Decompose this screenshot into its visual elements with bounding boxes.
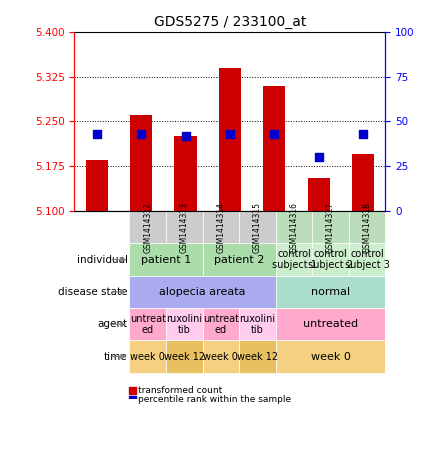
FancyBboxPatch shape [129, 276, 276, 308]
FancyBboxPatch shape [276, 276, 385, 308]
Point [271, 130, 278, 138]
Text: individual: individual [77, 255, 127, 265]
FancyBboxPatch shape [129, 243, 202, 276]
Title: GDS5275 / 233100_at: GDS5275 / 233100_at [154, 15, 306, 29]
Point [182, 132, 189, 140]
Text: week 12: week 12 [237, 352, 278, 361]
Text: control
subject 1: control subject 1 [272, 249, 316, 270]
FancyBboxPatch shape [239, 308, 276, 341]
Text: GSM1414318: GSM1414318 [363, 202, 372, 253]
Text: patient 1: patient 1 [141, 255, 191, 265]
FancyBboxPatch shape [312, 211, 349, 243]
Text: untreat
ed: untreat ed [203, 314, 239, 335]
Bar [129, 387, 136, 394]
Point [315, 154, 322, 161]
Text: control
subject 2: control subject 2 [308, 249, 353, 270]
Bar [174, 136, 197, 211]
Text: patient 2: patient 2 [214, 255, 264, 265]
Text: time: time [104, 352, 127, 361]
Point [226, 130, 233, 138]
Text: GSM1414313: GSM1414313 [180, 202, 189, 253]
Text: untreat
ed: untreat ed [130, 314, 166, 335]
FancyBboxPatch shape [166, 211, 202, 243]
Point [93, 130, 100, 138]
FancyBboxPatch shape [166, 308, 202, 341]
FancyBboxPatch shape [202, 243, 276, 276]
FancyBboxPatch shape [129, 211, 166, 243]
Text: GSM1414316: GSM1414316 [290, 202, 298, 253]
Point [360, 130, 367, 138]
Bar [352, 154, 374, 211]
Text: normal: normal [311, 287, 350, 297]
FancyBboxPatch shape [276, 341, 385, 373]
Text: disease state: disease state [58, 287, 127, 297]
Text: GSM1414315: GSM1414315 [253, 202, 262, 253]
Text: untreated: untreated [303, 319, 358, 329]
FancyBboxPatch shape [276, 308, 385, 341]
FancyBboxPatch shape [349, 243, 385, 276]
FancyBboxPatch shape [166, 341, 202, 373]
Bar [219, 67, 241, 211]
Text: control
subject 3: control subject 3 [345, 249, 389, 270]
FancyBboxPatch shape [239, 211, 276, 243]
FancyBboxPatch shape [202, 308, 239, 341]
Text: week 0: week 0 [130, 352, 165, 361]
Text: GSM1414314: GSM1414314 [216, 202, 225, 253]
Text: GSM1414317: GSM1414317 [326, 202, 335, 253]
FancyBboxPatch shape [129, 341, 166, 373]
FancyBboxPatch shape [202, 341, 239, 373]
Text: week 0: week 0 [311, 352, 350, 361]
Text: GSM1414312: GSM1414312 [143, 202, 152, 253]
Text: agent: agent [97, 319, 127, 329]
FancyBboxPatch shape [312, 243, 349, 276]
Text: percentile rank within the sample: percentile rank within the sample [138, 395, 292, 404]
Text: transformed count: transformed count [138, 386, 223, 395]
Point [138, 130, 145, 138]
FancyBboxPatch shape [129, 308, 166, 341]
FancyBboxPatch shape [276, 211, 312, 243]
Bar [129, 396, 136, 403]
Bar [263, 86, 286, 211]
Bar [130, 116, 152, 211]
FancyBboxPatch shape [349, 211, 385, 243]
Text: ruxolini
tib: ruxolini tib [239, 314, 276, 335]
Text: alopecia areata: alopecia areata [159, 287, 246, 297]
Text: ruxolini
tib: ruxolini tib [166, 314, 202, 335]
FancyBboxPatch shape [202, 211, 239, 243]
Text: week 0: week 0 [203, 352, 238, 361]
Bar [307, 178, 330, 211]
FancyBboxPatch shape [239, 341, 276, 373]
Text: week 12: week 12 [164, 352, 205, 361]
Bar [85, 160, 108, 211]
FancyBboxPatch shape [276, 243, 312, 276]
